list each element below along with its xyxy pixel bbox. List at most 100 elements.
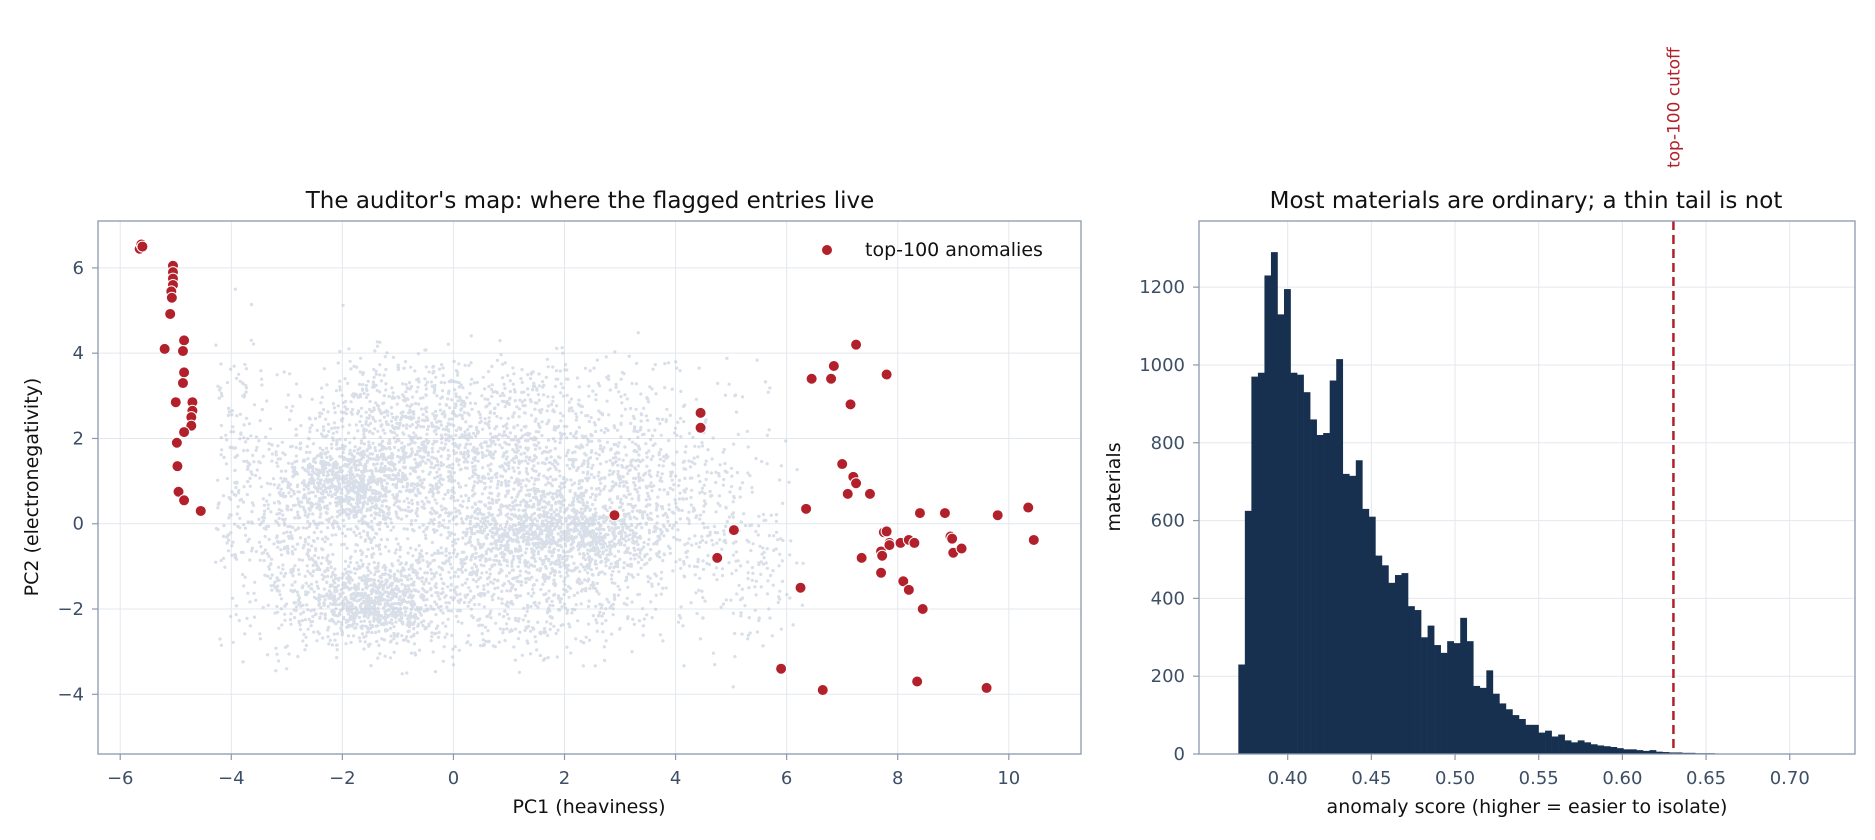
- anomaly-point: [850, 477, 863, 490]
- histogram-bar: [1270, 252, 1278, 754]
- anomaly-point: [176, 377, 189, 390]
- anomaly-point: [178, 426, 191, 439]
- scatter-plot-frame: [97, 220, 1082, 755]
- anomaly-point: [880, 368, 893, 381]
- anomaly-point: [880, 525, 893, 538]
- scatter-y-tick-label: 4: [73, 343, 84, 364]
- histogram-bar: [1623, 749, 1631, 754]
- scatter-x-ticks: −6 −4 −2 0 2 4 6 8 10: [107, 754, 1020, 789]
- scatter-x-axis-label: PC1 (heaviness): [512, 796, 665, 818]
- scatter-x-tick-label: 0: [448, 768, 459, 789]
- scatter-y-tick-label: 2: [73, 428, 84, 449]
- histogram-bar: [1532, 724, 1539, 754]
- anomaly-point: [827, 359, 840, 372]
- anomaly-point: [841, 487, 854, 500]
- histogram-bar: [1277, 314, 1285, 754]
- histogram-x-tick-label: 0.55: [1519, 768, 1559, 789]
- histogram-bar: [1466, 641, 1474, 754]
- scatter-x-tick-label: 8: [892, 768, 903, 789]
- histogram-bar: [1251, 376, 1259, 754]
- histogram-bar: [1649, 750, 1657, 754]
- anomaly-point: [825, 372, 838, 385]
- scatter-y-axis-label: PC2 (electronegativity): [21, 378, 43, 597]
- histogram-x-axis-label: anomaly score (higher = easier to isolat…: [1327, 796, 1728, 818]
- histogram-bar: [1636, 750, 1644, 754]
- histogram-panel: Most materials are ordinary; a thin tail…: [1103, 46, 1856, 818]
- histogram-bar: [1453, 643, 1461, 754]
- histogram-bar: [1486, 670, 1494, 754]
- anomaly-point: [1027, 533, 1040, 546]
- anomaly-point: [844, 398, 857, 411]
- histogram-bar: [1656, 751, 1663, 754]
- anomaly-point: [902, 583, 915, 596]
- histogram-bar: [1408, 606, 1415, 754]
- histogram-bar: [1577, 740, 1585, 754]
- histogram-bar: [1505, 709, 1513, 754]
- scatter-y-tick-label: −2: [57, 599, 84, 620]
- scatter-x-tick-label: 6: [781, 768, 792, 789]
- anomaly-point: [178, 366, 191, 379]
- histogram-bar: [1460, 617, 1468, 754]
- scatter-x-tick-label: 4: [670, 768, 681, 789]
- histogram-bar: [1323, 433, 1330, 754]
- histogram-bar: [1362, 508, 1370, 754]
- histogram-bar: [1316, 434, 1324, 754]
- cutoff-label: top-100 cutoff: [1664, 46, 1684, 168]
- anomaly-point: [165, 291, 178, 304]
- histogram-y-tick-label: 800: [1151, 433, 1185, 454]
- histogram-bar: [1427, 625, 1435, 754]
- scatter-x-tick-label: 10: [997, 768, 1020, 789]
- histogram-bar: [1571, 742, 1579, 754]
- histogram-bar: [1545, 730, 1552, 754]
- anomaly-point: [178, 494, 191, 507]
- histogram-bar: [1584, 742, 1592, 754]
- histogram-bar: [1551, 736, 1559, 754]
- histogram-bar: [1564, 740, 1572, 754]
- anomaly-point: [800, 502, 813, 515]
- anomaly-point: [694, 421, 707, 434]
- histogram-bar: [1558, 734, 1565, 754]
- histogram-bar: [1434, 645, 1441, 754]
- histogram-y-axis-label: materials: [1103, 442, 1125, 531]
- anomaly-point: [911, 675, 924, 688]
- histogram-bar: [1447, 641, 1455, 754]
- histogram-bar: [1662, 752, 1670, 754]
- histogram-bar: [1375, 555, 1383, 754]
- histogram-bar: [1499, 703, 1507, 754]
- anomaly-point: [775, 662, 788, 675]
- anomaly-point: [169, 396, 182, 409]
- background-point-cloud: [214, 287, 805, 689]
- histogram-bar: [1512, 715, 1520, 754]
- histogram-bar: [1642, 750, 1650, 754]
- histogram-x-tick-label: 0.40: [1268, 768, 1308, 789]
- scatter-x-tick-label: −4: [218, 768, 245, 789]
- anomaly-point: [164, 307, 177, 320]
- histogram-x-tick-label: 0.70: [1770, 768, 1810, 789]
- histogram-bar: [1368, 516, 1376, 754]
- histogram-bar: [1603, 746, 1611, 754]
- histogram-x-tick-label: 0.65: [1686, 768, 1726, 789]
- histogram-bar: [1440, 652, 1448, 754]
- histogram-y-tick-label: 0: [1174, 744, 1185, 765]
- scatter-gridlines: [98, 221, 1081, 754]
- histogram-bar: [1629, 749, 1637, 754]
- legend-label-anomaly: top-100 anomalies: [865, 239, 1043, 261]
- histogram-y-tick-label: 1200: [1139, 277, 1185, 298]
- anomaly-point: [178, 334, 191, 347]
- scatter-background-points: [214, 287, 805, 689]
- anomaly-point: [172, 485, 185, 498]
- anomaly-point: [916, 603, 929, 616]
- anomaly-point: [805, 372, 818, 385]
- scatter-y-ticks: −4 −2 0 2 4 6: [57, 258, 98, 705]
- scatter-anomaly-points: [133, 238, 1040, 697]
- scatter-x-tick-label: −6: [107, 768, 134, 789]
- anomaly-point: [913, 507, 926, 520]
- anomaly-point: [863, 487, 876, 500]
- anomaly-point: [875, 566, 888, 579]
- anomaly-point: [1022, 501, 1035, 514]
- histogram-bar: [1479, 687, 1487, 754]
- histogram-bar: [1244, 510, 1252, 754]
- scatter-title: The auditor's map: where the flagged ent…: [305, 188, 875, 214]
- anomaly-point: [980, 681, 993, 694]
